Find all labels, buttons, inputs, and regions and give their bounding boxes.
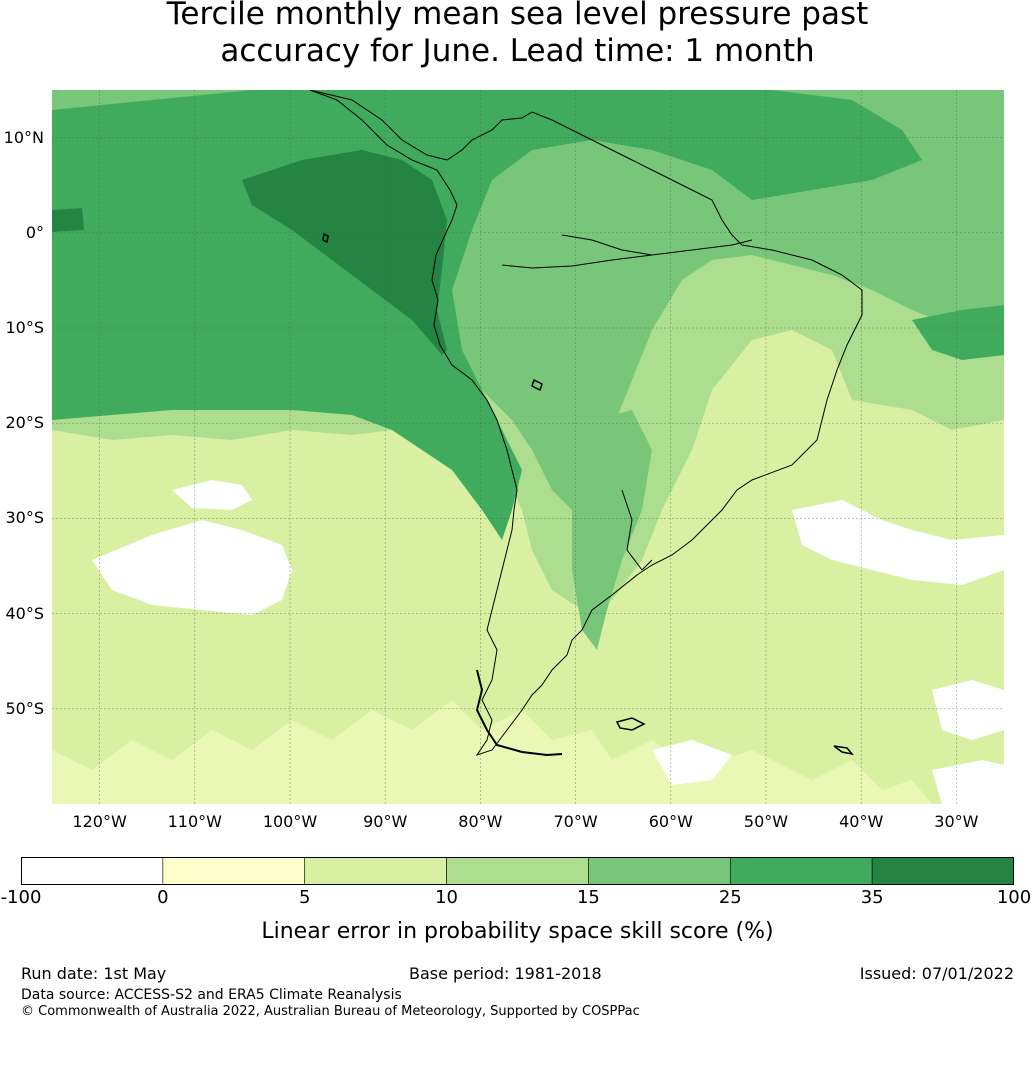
longitude-tick-label: 90°W [363,812,408,831]
field-negative-patch-1 [92,520,292,615]
longitude-tick-label: 40°W [839,812,884,831]
field-negative-patch-5 [652,740,732,785]
colorbar-segment [446,857,589,885]
colorbar-tick-label: 25 [718,887,742,908]
colorbar-tick-label: 5 [298,887,311,908]
coastline-amazon-river [501,239,753,269]
colorbar-segment [21,857,164,885]
coastline-uruguay-river [621,489,653,571]
colorbar-tick-label: 15 [576,887,600,908]
latitude-tick-label: 10°S [5,318,44,337]
longitude-tick-label: 80°W [458,812,503,831]
base-period: Base period: 1981-2018 [409,964,602,983]
longitude-tick-label: 70°W [553,812,598,831]
map-title: Tercile monthly mean sea level pressure … [0,0,1035,70]
island-galapagos [322,232,329,244]
colorbar-tick-label: -100 [0,887,42,908]
field-band-5-10-south [52,650,1004,804]
field-band-35-100-west [52,208,84,232]
field-band-15-25-inland [572,410,652,650]
data-source: Data source: ACCESS-S2 and ERA5 Climate … [21,987,402,1003]
latitude-tick-label: 10°N [3,127,44,147]
island-south-georgia [833,745,854,756]
coastline-tierra-del-fuego [475,669,563,757]
field-negative-patch-4 [932,680,1004,740]
longitude-tick-label: 30°W [934,812,979,831]
longitude-tick-label: 50°W [743,812,789,831]
colorbar-tick-label: 10 [435,887,459,908]
island-falklands [615,717,646,731]
colorbar-segment [871,857,1014,885]
map-title-line-2: accuracy for June. Lead time: 1 month [220,33,815,69]
colorbar-tick-label: 0 [157,887,169,908]
map-canvas [52,90,1004,804]
colorbar [21,857,1014,885]
colorbar-outline [21,857,1014,885]
latitude-tick-label: 50°S [5,698,44,718]
colorbar-segment [162,857,306,885]
longitude-tick-label: 120°W [72,812,127,831]
coastline-amazon-tributary [561,234,653,256]
coastline-south-america [309,90,863,756]
latitude-tick-label: 20°S [5,413,44,433]
colorbar-tick-label: 35 [860,887,884,908]
issued-date: Issued: 07/01/2022 [859,964,1014,983]
latitude-tick-label: 30°S [5,508,44,528]
longitude-tick-label: 110°W [167,812,222,831]
colorbar-segment [588,857,731,885]
skill-score-map [52,90,1004,804]
colorbar-label: Linear error in probability space skill … [261,919,774,944]
field-negative-patch-3 [792,500,1004,585]
field-negative-patch-2 [172,480,252,510]
graticule [52,90,1004,804]
colorbar-segment [304,857,447,885]
latitude-tick-label: 0° [25,222,44,242]
run-date: Run date: 1st May [21,964,167,983]
field-negative-patch-6 [932,760,1004,804]
colorbar-tick-label: 100 [996,887,1032,908]
copyright: © Commonwealth of Australia 2022, Austra… [21,1004,640,1019]
lake-titicaca [531,378,543,392]
field-band-25-35-atlantic [912,305,1004,360]
latitude-tick-label: 40°S [5,603,44,623]
longitude-tick-label: 60°W [648,812,693,831]
colorbar-segment [729,857,873,885]
field-band-35-100 [242,150,447,355]
longitude-tick-label: 100°W [262,812,318,831]
map-title-line-1: Tercile monthly mean sea level pressure … [166,0,869,32]
